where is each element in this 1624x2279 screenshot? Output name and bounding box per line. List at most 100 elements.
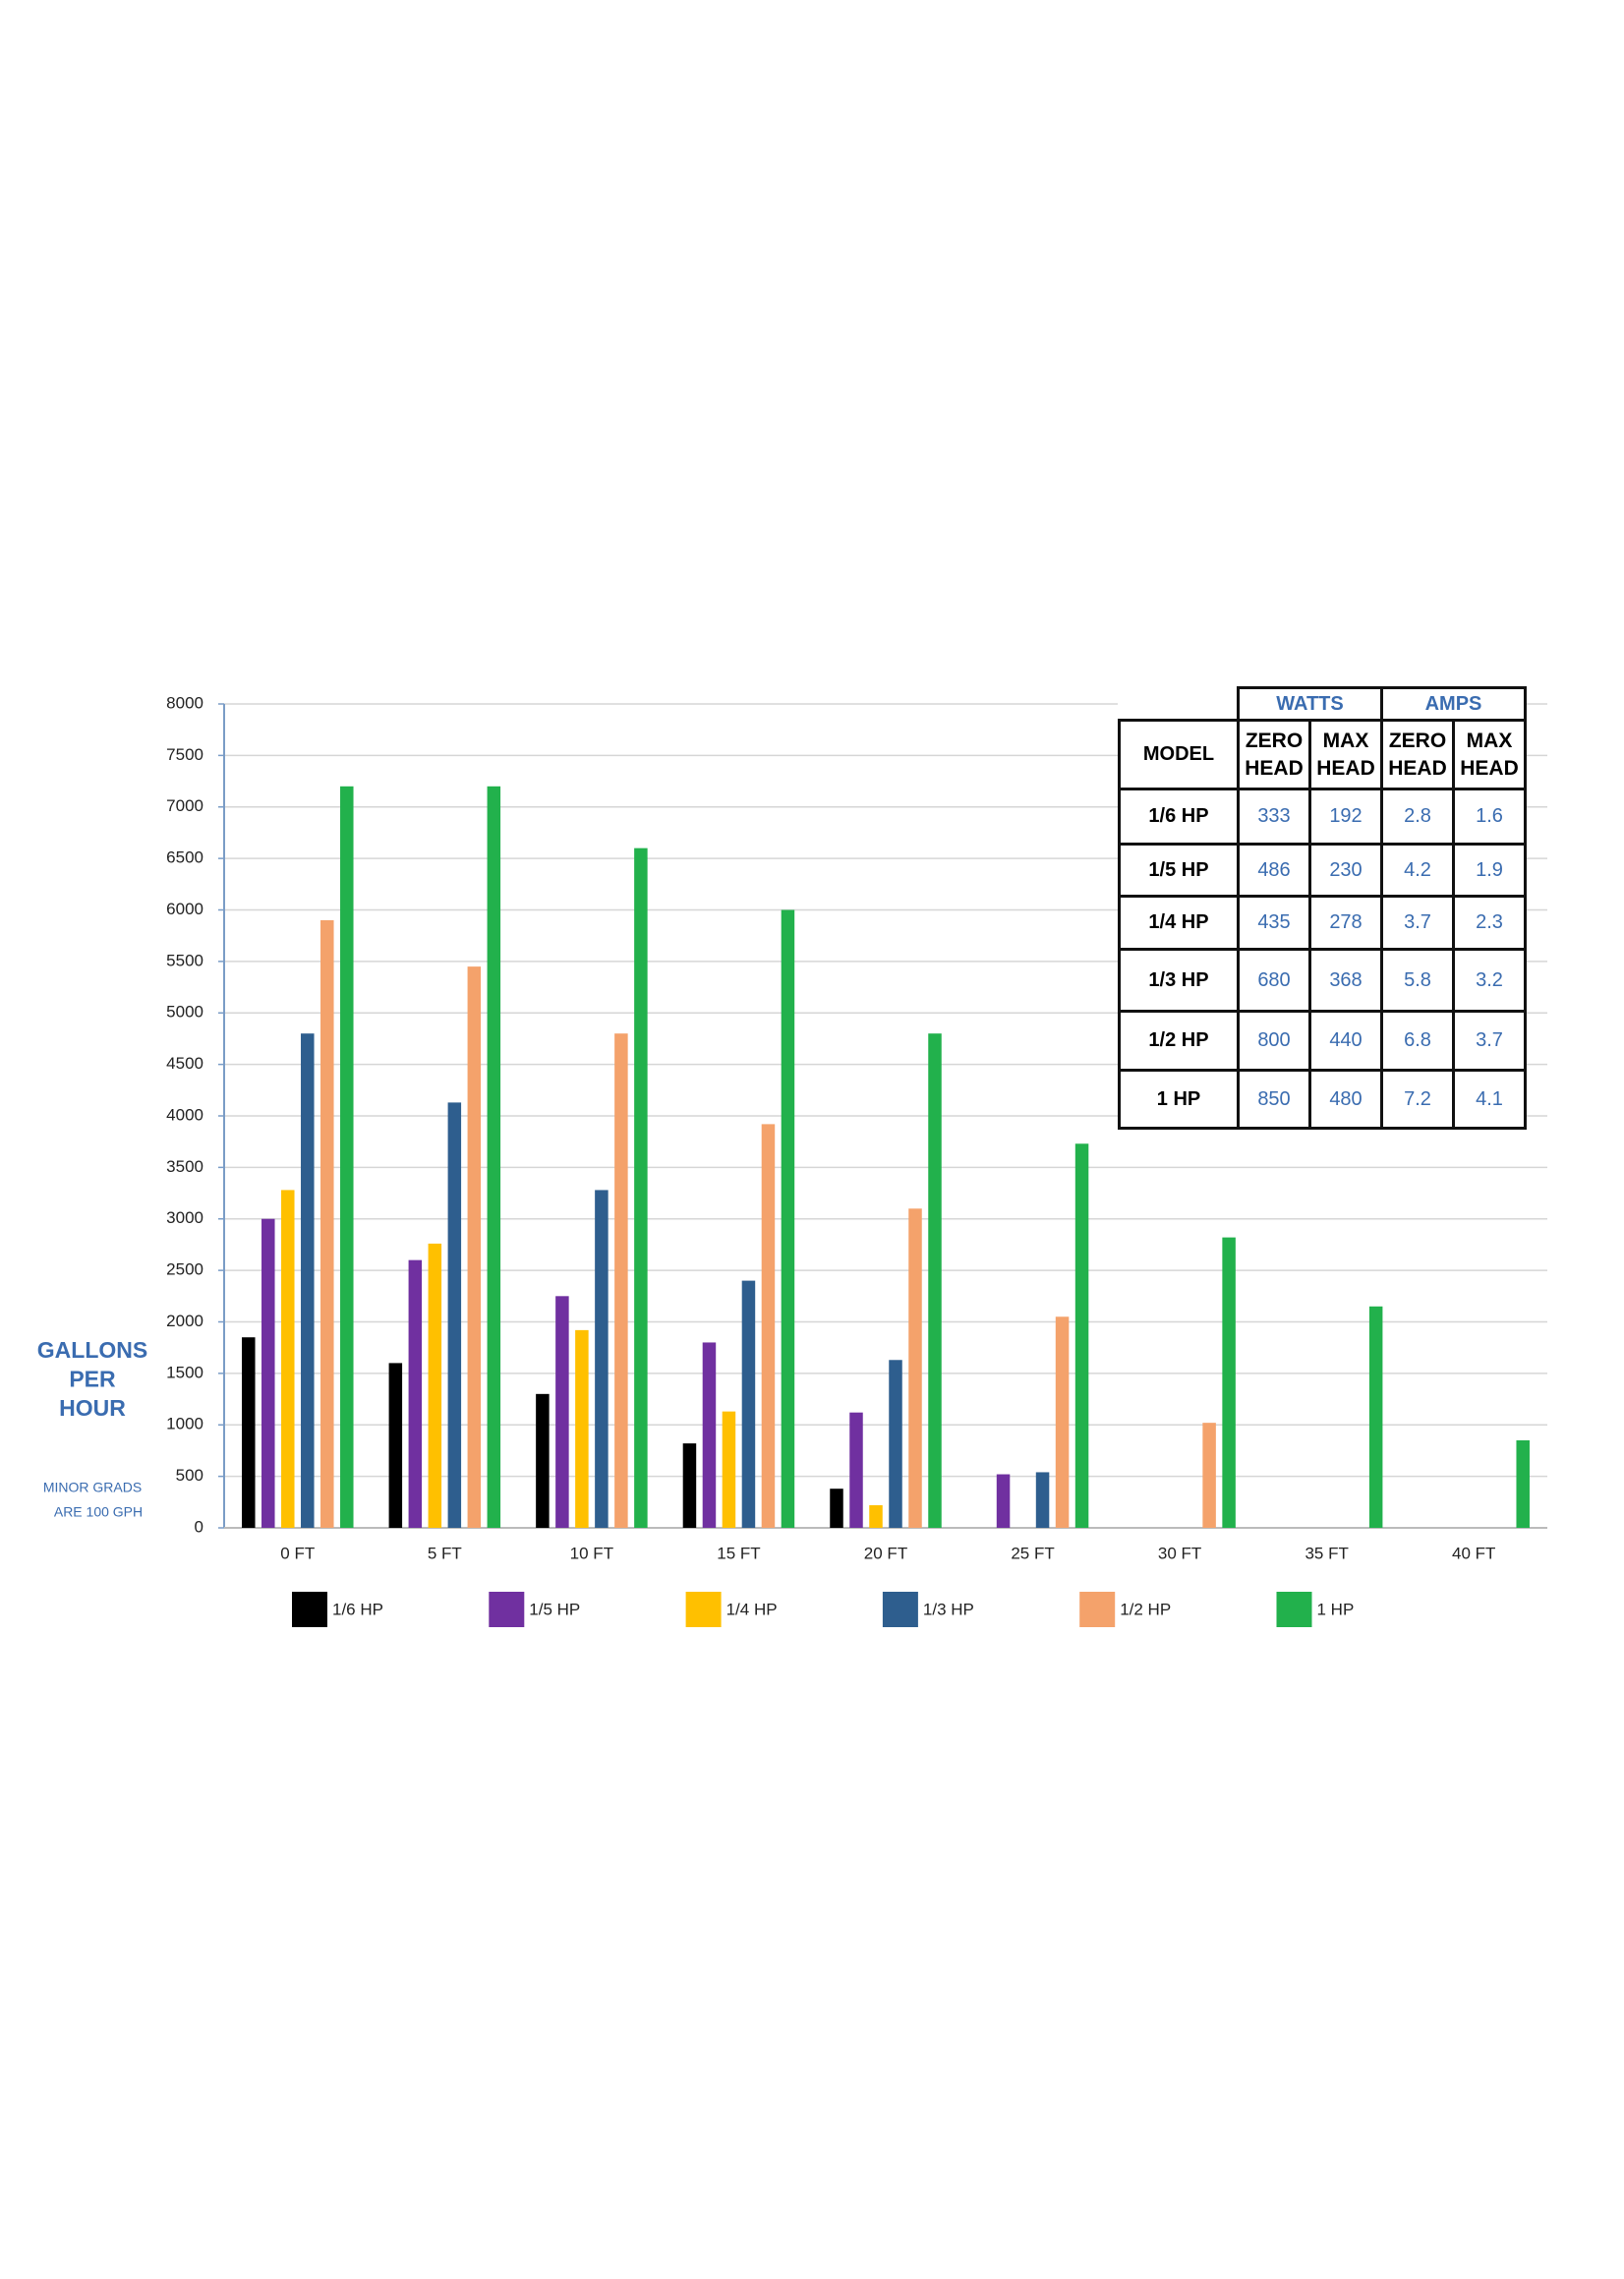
- y-tick-label: 0: [195, 1517, 203, 1536]
- table-cell: 230: [1308, 843, 1383, 898]
- bar: [614, 1033, 628, 1528]
- x-tick-label: 30 FT: [1158, 1544, 1201, 1562]
- bar: [281, 1190, 295, 1528]
- table-cell: MAX HEAD: [1308, 719, 1383, 790]
- x-tick-label: 35 FT: [1305, 1544, 1348, 1562]
- bar: [889, 1360, 902, 1528]
- table-cell: 1.6: [1452, 788, 1527, 846]
- bar: [761, 1124, 776, 1528]
- y-tick-label: 4000: [166, 1105, 203, 1124]
- bar: [467, 966, 482, 1528]
- legend-swatch: [489, 1592, 525, 1627]
- bar: [1035, 1472, 1050, 1528]
- table-cell: 333: [1237, 788, 1311, 846]
- y-tick-label: 1000: [166, 1415, 203, 1433]
- note: ARE 100 GPH: [54, 1504, 143, 1520]
- bar: [408, 1259, 423, 1528]
- bar: [928, 1033, 942, 1528]
- bar: [340, 786, 354, 1528]
- x-tick-label: 5 FT: [428, 1544, 462, 1562]
- y-tick-label: 6500: [166, 848, 203, 867]
- bar: [722, 1411, 736, 1528]
- bar: [595, 1190, 609, 1528]
- bar: [996, 1474, 1011, 1528]
- table-cell: MAX HEAD: [1452, 719, 1527, 790]
- bar: [702, 1342, 717, 1528]
- bar: [388, 1363, 403, 1528]
- y-tick-label: 7500: [166, 745, 203, 764]
- y-tick-label: 2500: [166, 1260, 203, 1279]
- y-tick-label: 3500: [166, 1157, 203, 1176]
- legend-swatch: [882, 1592, 918, 1627]
- table-cell: 486: [1237, 843, 1311, 898]
- y-axis-label: GALLONS: [37, 1337, 147, 1363]
- x-tick-label: 20 FT: [864, 1544, 907, 1562]
- legend-label: 1/2 HP: [1120, 1600, 1171, 1618]
- y-tick-label: 1500: [166, 1363, 203, 1381]
- bar: [1222, 1237, 1236, 1528]
- legend-swatch: [1276, 1592, 1312, 1627]
- table-cell: 680: [1237, 948, 1311, 1013]
- legend-swatch: [685, 1592, 722, 1627]
- x-tick-label: 0 FT: [280, 1544, 315, 1562]
- bar: [781, 909, 795, 1528]
- table-cell: 3.2: [1452, 948, 1527, 1013]
- y-tick-label: 5000: [166, 1003, 203, 1022]
- bar: [908, 1208, 922, 1528]
- table-cell: 3.7: [1452, 1010, 1527, 1072]
- table-cell: 2.3: [1452, 895, 1527, 951]
- y-axis-label: HOUR: [59, 1395, 126, 1421]
- y-tick-label: 500: [176, 1466, 203, 1485]
- y-tick-label: 3000: [166, 1208, 203, 1227]
- legend-label: 1 HP: [1317, 1600, 1355, 1618]
- table-cell: 1/6 HP: [1118, 788, 1240, 846]
- spec-table: WATTS AMPS MODEL ZERO HEAD MAX HEAD ZERO HE…: [1118, 686, 1527, 1130]
- bar: [869, 1504, 883, 1528]
- table-cell: 1/5 HP: [1118, 843, 1240, 898]
- legend-label: 1/4 HP: [726, 1600, 778, 1618]
- legend-label: 1/3 HP: [923, 1600, 974, 1618]
- table-cell: 368: [1308, 948, 1383, 1013]
- x-tick-label: 40 FT: [1452, 1544, 1495, 1562]
- table-cell: 1/3 HP: [1118, 948, 1240, 1013]
- legend-label: 1/5 HP: [529, 1600, 580, 1618]
- legend-swatch: [1079, 1592, 1116, 1627]
- table-cell: 440: [1308, 1010, 1383, 1072]
- table-cell: ZERO HEAD: [1237, 719, 1311, 790]
- bar: [261, 1218, 275, 1528]
- table-cell: 1 HP: [1118, 1069, 1240, 1130]
- table-cell: 2.8: [1380, 788, 1455, 846]
- note: MINOR GRADS: [43, 1480, 142, 1495]
- table-cell: 800: [1237, 1010, 1311, 1072]
- bar: [428, 1243, 442, 1528]
- x-tick-label: 10 FT: [570, 1544, 613, 1562]
- bar: [830, 1489, 843, 1528]
- bar: [1516, 1439, 1530, 1528]
- y-tick-label: 7000: [166, 796, 203, 815]
- y-tick-label: 5500: [166, 951, 203, 969]
- legend-swatch: [292, 1592, 327, 1627]
- table-cell: 850: [1237, 1069, 1311, 1130]
- table-cell: 7.2: [1380, 1069, 1455, 1130]
- y-tick-label: 4500: [166, 1054, 203, 1073]
- y-axis-label: PER: [69, 1367, 116, 1392]
- bar: [1202, 1423, 1216, 1528]
- y-tick-label: 8000: [166, 693, 203, 712]
- bar: [301, 1033, 315, 1528]
- bar: [1074, 1143, 1089, 1528]
- group-header: WATTS: [1237, 686, 1383, 722]
- x-tick-label: 15 FT: [717, 1544, 760, 1562]
- table-cell: 1/2 HP: [1118, 1010, 1240, 1072]
- table-cell: 5.8: [1380, 948, 1455, 1013]
- bar: [242, 1337, 256, 1528]
- y-tick-label: 6000: [166, 900, 203, 918]
- table-cell: ZERO HEAD: [1380, 719, 1455, 790]
- bar: [741, 1280, 756, 1528]
- legend-label: 1/6 HP: [332, 1600, 383, 1618]
- y-tick-label: 2000: [166, 1312, 203, 1330]
- bar: [682, 1443, 697, 1528]
- table-cell: 278: [1308, 895, 1383, 951]
- table-cell: MODEL: [1118, 719, 1240, 790]
